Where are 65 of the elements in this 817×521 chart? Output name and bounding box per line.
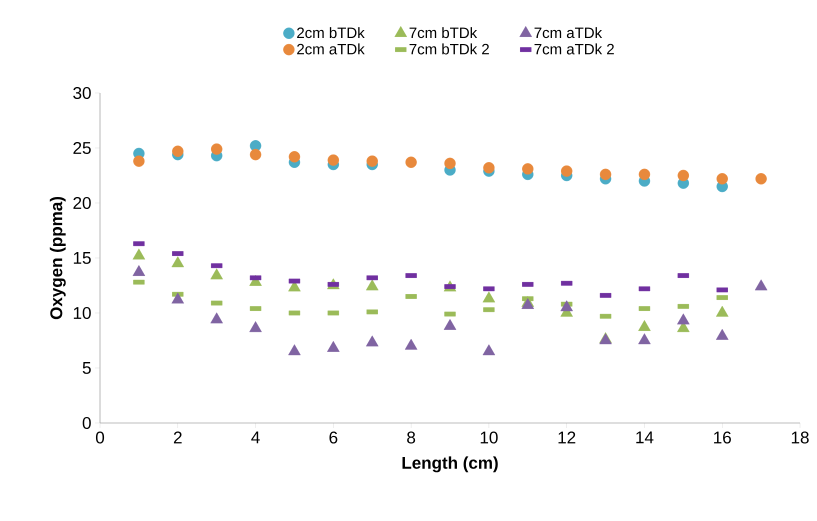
point xyxy=(600,168,612,180)
point xyxy=(444,318,456,330)
point xyxy=(482,344,496,356)
point xyxy=(366,335,378,346)
point xyxy=(678,170,690,182)
point xyxy=(366,155,378,167)
y-tick-label: 20 xyxy=(73,196,91,210)
point xyxy=(522,163,534,175)
legend-label: 2cm aTDk xyxy=(297,43,365,54)
x-tick-label: 14 xyxy=(636,432,654,444)
point xyxy=(172,146,184,157)
point xyxy=(560,165,572,177)
point xyxy=(250,148,262,160)
x-tick-label: 8 xyxy=(407,432,416,444)
point xyxy=(328,154,340,166)
point xyxy=(210,143,222,155)
point xyxy=(638,333,651,344)
x-tick-label: 6 xyxy=(329,432,338,444)
point xyxy=(677,313,690,324)
y-tick-label: 25 xyxy=(73,142,91,154)
x-tick-label: 0 xyxy=(96,432,104,444)
legend-label: 7cm aTDk xyxy=(534,27,602,38)
point xyxy=(444,158,456,170)
point xyxy=(482,291,496,302)
legend-label: 7cm bTDk 2 xyxy=(410,43,489,54)
point xyxy=(249,321,262,332)
legend-label: 7cm aTDk 2 xyxy=(534,43,614,54)
x-tick-label: 10 xyxy=(480,432,498,444)
y-axis-title: Oxygen (ppma) xyxy=(50,196,66,320)
point xyxy=(716,328,728,340)
x-tick-label: 18 xyxy=(792,432,809,444)
point xyxy=(522,298,534,309)
y-tick-label: 5 xyxy=(82,362,91,374)
point xyxy=(210,312,223,324)
point xyxy=(366,279,378,290)
x-tick-label: 2 xyxy=(174,432,182,444)
x-axis-title: Length (cm) xyxy=(402,456,498,472)
legend-label: 7cm bTDk xyxy=(410,27,478,38)
point xyxy=(288,344,301,356)
point xyxy=(483,162,495,174)
legend-label: 2cm bTDk xyxy=(297,27,365,38)
point xyxy=(133,155,145,167)
point xyxy=(638,168,650,180)
point xyxy=(327,340,340,352)
x-tick-label: 16 xyxy=(714,432,731,444)
y-tick-label: 0 xyxy=(82,416,91,430)
point xyxy=(132,265,146,276)
point xyxy=(405,156,417,168)
y-tick-label: 10 xyxy=(74,306,91,320)
point xyxy=(755,173,767,184)
point xyxy=(716,306,728,317)
point xyxy=(560,300,573,312)
point xyxy=(172,292,184,304)
point xyxy=(172,256,184,268)
x-tick-label: 12 xyxy=(558,432,576,444)
point xyxy=(754,279,768,290)
point xyxy=(210,268,223,280)
point xyxy=(404,338,418,350)
point xyxy=(132,248,146,260)
y-tick-label: 15 xyxy=(74,252,91,264)
point xyxy=(288,151,300,162)
point xyxy=(716,173,728,184)
point xyxy=(638,320,651,331)
y-tick-label: 30 xyxy=(73,86,91,100)
x-tick-label: 4 xyxy=(251,432,260,444)
